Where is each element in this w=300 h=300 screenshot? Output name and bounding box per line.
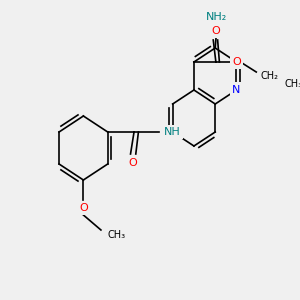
Text: O: O: [232, 57, 241, 67]
Text: NH₂: NH₂: [206, 12, 228, 22]
Text: CH₃: CH₃: [108, 230, 126, 240]
Text: N: N: [232, 85, 241, 95]
Text: CH₃: CH₃: [284, 79, 300, 89]
Text: O: O: [212, 26, 220, 36]
Text: O: O: [129, 158, 137, 168]
Text: NH: NH: [164, 127, 181, 137]
Text: CH₂: CH₂: [261, 71, 279, 81]
Text: O: O: [79, 203, 88, 213]
